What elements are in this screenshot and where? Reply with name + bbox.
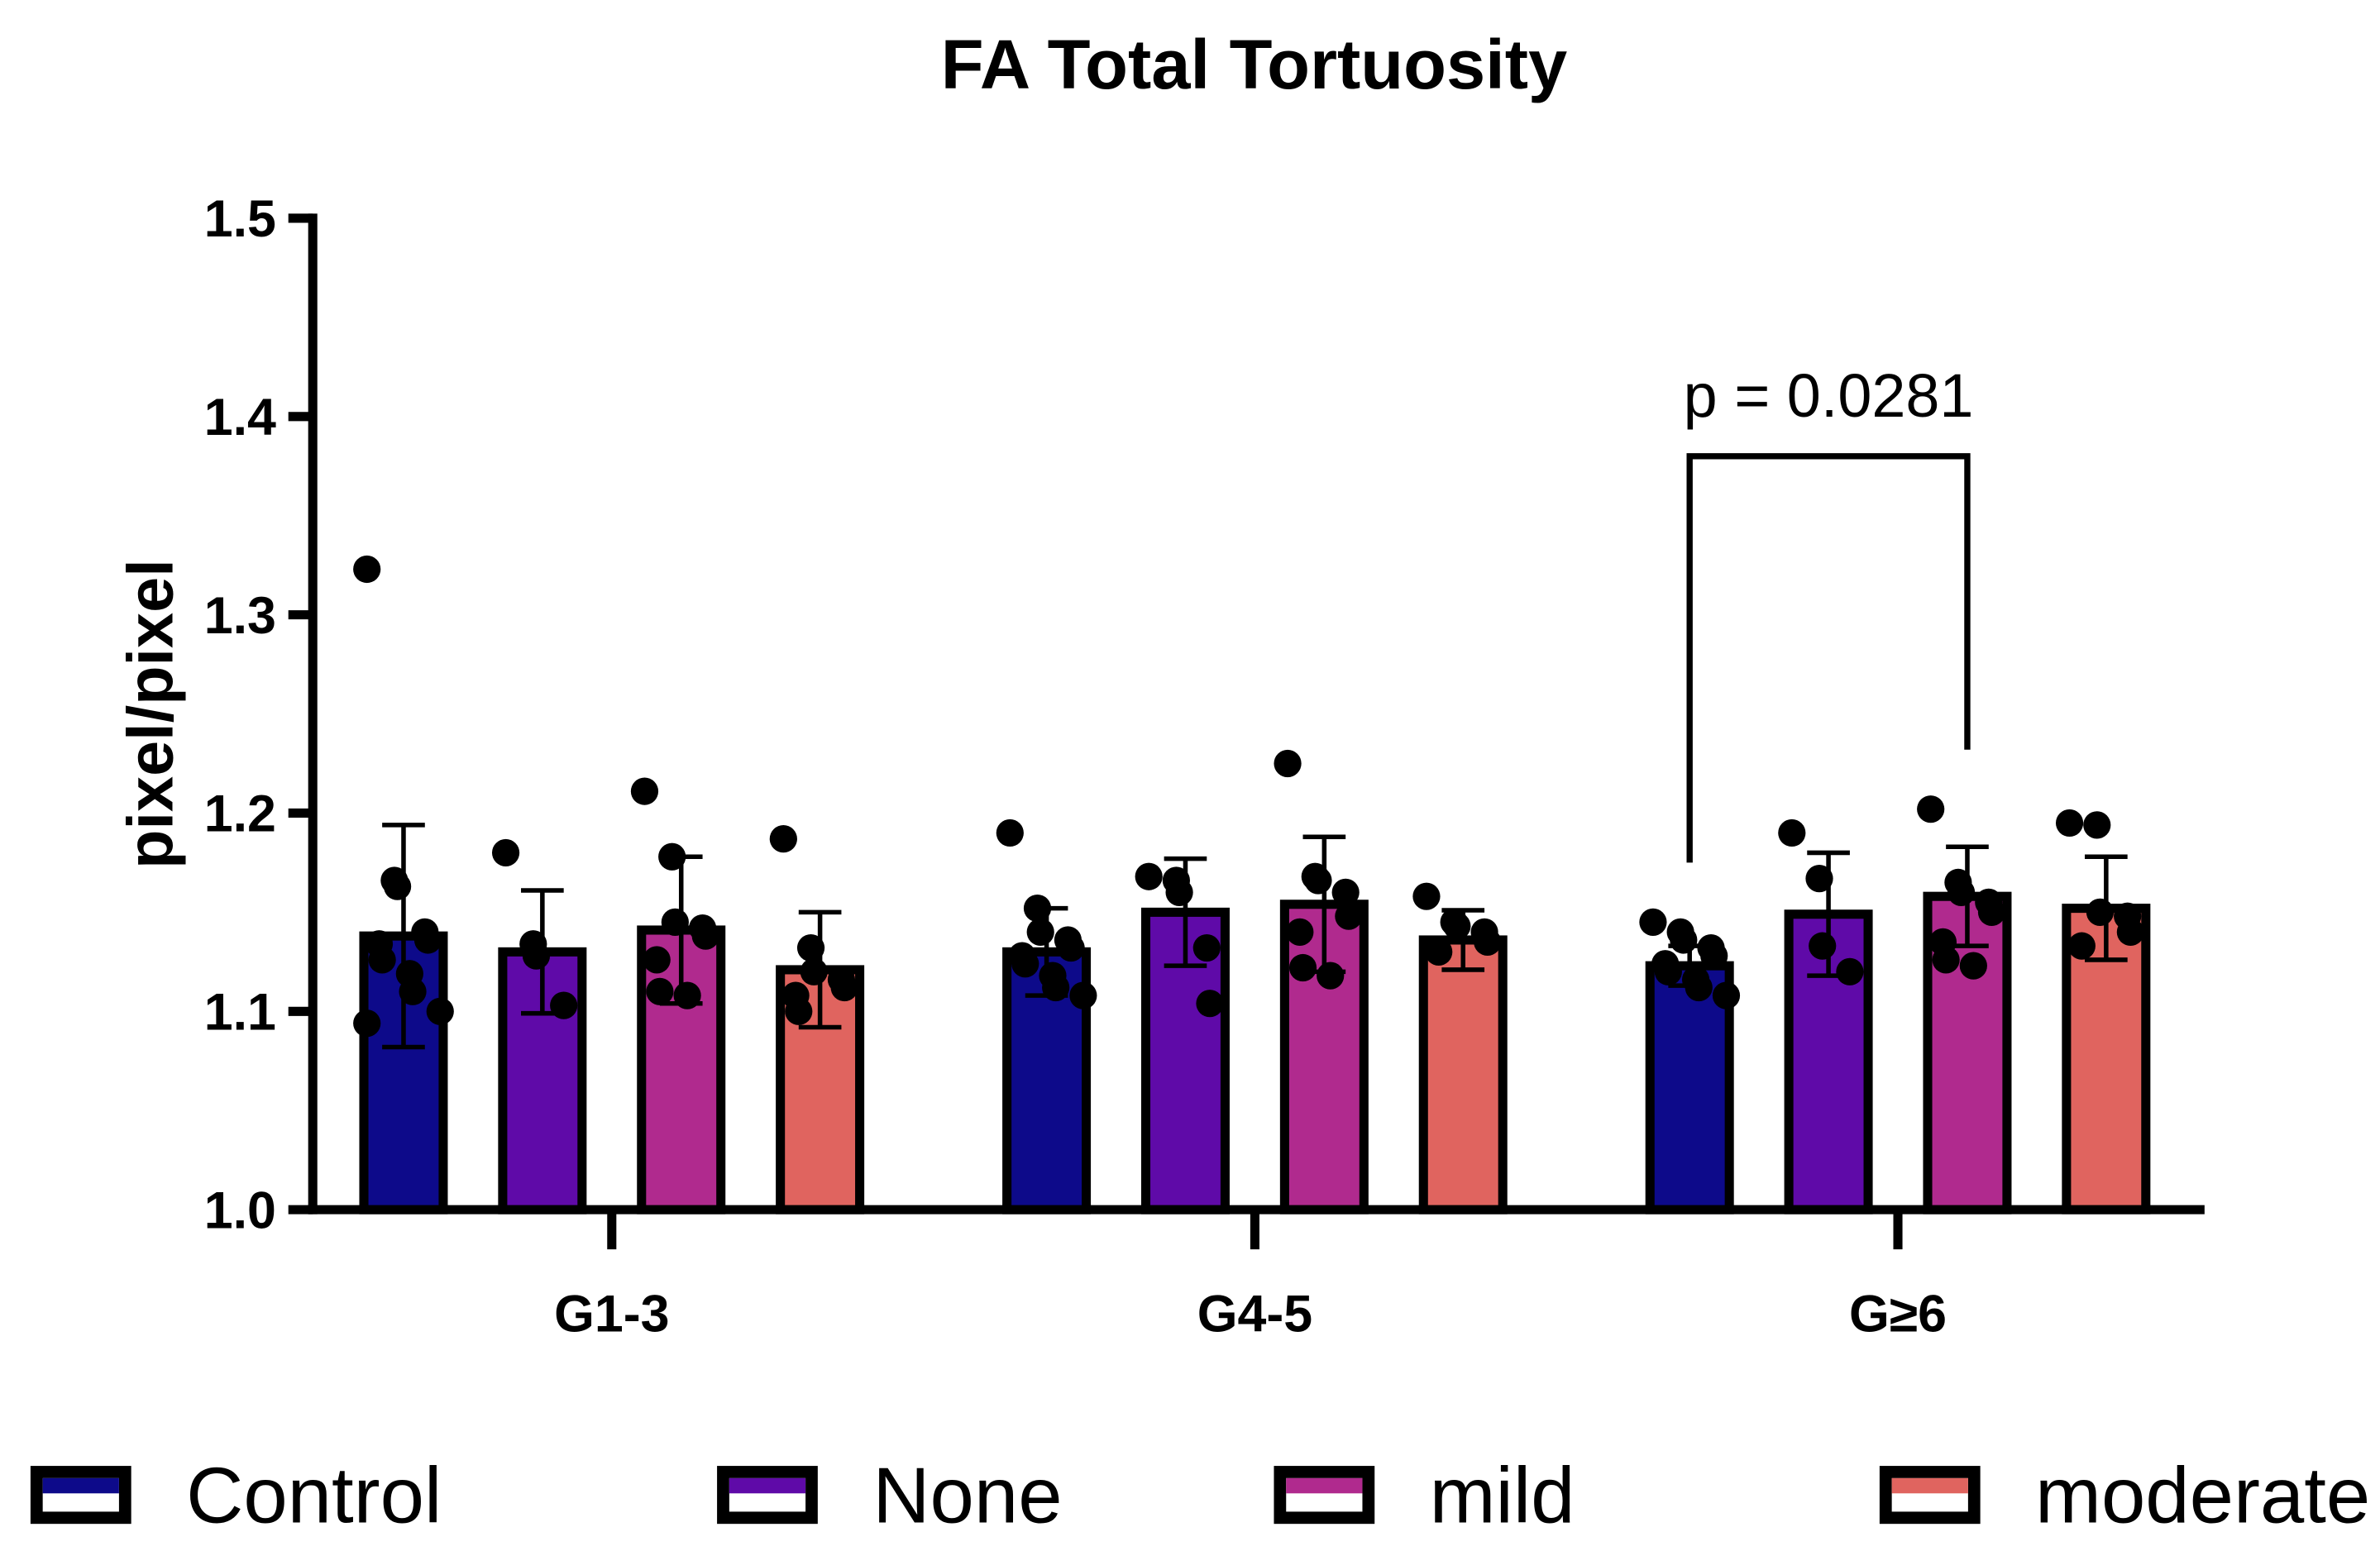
data-point	[1412, 882, 1441, 910]
data-point	[1274, 749, 1302, 778]
y-axis-label: pixel/pixel	[115, 559, 186, 869]
data-point	[399, 977, 427, 1005]
data-point	[383, 872, 412, 900]
data-point	[1165, 878, 1193, 907]
data-point	[691, 922, 719, 950]
legend-swatch-color	[1286, 1477, 1363, 1494]
data-point	[830, 973, 858, 1002]
legend-label: moderate	[2035, 1451, 2370, 1539]
data-point	[1196, 990, 1224, 1018]
annotation-text: p = 0.0281	[1684, 361, 1974, 430]
data-point	[1977, 898, 2006, 926]
data-point	[1317, 962, 1345, 990]
data-point	[1959, 952, 1987, 980]
y-tick-label: 1.3	[204, 587, 276, 645]
data-point	[491, 838, 520, 867]
data-point	[426, 997, 454, 1025]
data-point	[2116, 918, 2144, 946]
data-point	[643, 946, 671, 974]
data-point	[1932, 946, 1960, 974]
data-point	[1809, 932, 1837, 960]
data-point	[1947, 878, 1976, 907]
data-point	[996, 818, 1024, 847]
data-point	[1639, 908, 1667, 936]
data-point	[800, 957, 828, 985]
data-point	[522, 942, 551, 970]
data-point	[1011, 950, 1039, 978]
y-tick-label: 1.0	[204, 1181, 276, 1239]
data-point	[368, 946, 396, 974]
data-point	[1288, 953, 1317, 982]
data-point	[2083, 811, 2111, 839]
data-point	[1069, 981, 1097, 1009]
y-tick-label: 1.4	[204, 389, 276, 446]
data-point	[1425, 938, 1453, 966]
data-point	[1917, 795, 1945, 823]
data-point	[1836, 957, 1864, 985]
data-point	[353, 1009, 381, 1038]
data-point	[413, 926, 442, 954]
data-point	[1192, 933, 1221, 962]
data-point	[1778, 818, 1806, 847]
y-tick-label: 1.5	[204, 190, 276, 248]
y-tick-label: 1.1	[204, 983, 276, 1041]
y-tick-label: 1.2	[204, 785, 276, 843]
data-point	[1474, 928, 1502, 956]
data-point	[661, 908, 689, 936]
legend-swatch-color	[1891, 1477, 1968, 1494]
x-tick-label: G≥6	[1849, 1286, 1947, 1343]
data-point	[673, 981, 701, 1009]
data-point	[1805, 865, 1833, 893]
data-point	[1286, 918, 1314, 946]
data-point	[1685, 973, 1713, 1002]
x-tick-label: G1-3	[554, 1286, 669, 1343]
data-point	[353, 555, 381, 584]
x-tick-label: G4-5	[1197, 1286, 1312, 1343]
legend-swatch-color	[729, 1477, 806, 1494]
legend-label: mild	[1430, 1451, 1575, 1539]
data-point	[1670, 926, 1698, 954]
data-point	[658, 842, 686, 871]
data-point	[1042, 973, 1070, 1002]
data-point	[1026, 918, 1054, 946]
data-point	[1712, 981, 1741, 1009]
legend-label: Control	[186, 1451, 442, 1539]
significance-bracket	[1686, 453, 1971, 863]
data-point	[1331, 878, 1360, 907]
data-point	[1057, 933, 1085, 962]
data-point	[1700, 942, 1728, 970]
data-point	[1335, 902, 1363, 930]
data-point	[550, 991, 578, 1019]
data-point	[1135, 862, 1163, 890]
bar	[1418, 935, 1508, 1215]
data-point	[1304, 866, 1332, 895]
data-point	[1443, 912, 1471, 940]
data-point	[796, 933, 825, 962]
data-point	[2067, 932, 2096, 960]
data-point	[2086, 898, 2115, 926]
data-point	[2055, 809, 2084, 838]
data-point	[630, 777, 659, 805]
data-point	[1023, 894, 1052, 923]
data-point	[769, 825, 797, 853]
legend-swatch-color	[42, 1477, 119, 1494]
data-point	[646, 977, 674, 1005]
data-point	[1654, 957, 1682, 985]
data-point	[785, 997, 813, 1025]
chart-title: FA Total Tortuosity	[941, 25, 1567, 103]
legend-label: None	[872, 1451, 1062, 1539]
